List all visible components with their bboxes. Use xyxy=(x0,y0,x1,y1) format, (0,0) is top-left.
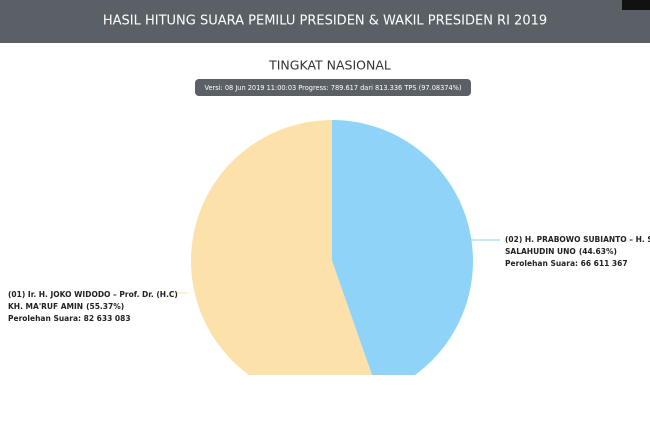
slice-label-line: (01) Ir. H. JOKO WIDODO – Prof. Dr. (H.C… xyxy=(8,290,178,299)
chart-title: HASIL HITUNG SUARA PEMILU PRESIDEN & WAK… xyxy=(103,14,547,29)
slice-percent: (55.37%) xyxy=(86,302,124,311)
labels: (02) H. PRABOWO SUBIANTO – H. SAND SALAHU… xyxy=(8,235,650,323)
slice-name: SALAHUDIN UNO xyxy=(505,247,576,256)
pie xyxy=(191,120,473,375)
slice xyxy=(332,120,473,375)
slice xyxy=(191,120,372,375)
slice-percent: (44.63%) xyxy=(579,247,617,256)
version-text: Versi: 08 Jun 2019 11:00:03 Progress: 78… xyxy=(204,84,461,92)
corner xyxy=(622,0,650,10)
vote-count: Perolehan Suara: 66 611 367 xyxy=(505,259,628,268)
slice-name: KH. MA'RUF AMIN xyxy=(8,302,83,311)
header-bar xyxy=(0,0,650,43)
slice-label-line: SALAHUDIN UNO (44.63%) xyxy=(505,247,617,256)
slice-label-line: (02) H. PRABOWO SUBIANTO – H. SAND xyxy=(505,235,650,244)
vote-count: Perolehan Suara: 82 633 083 xyxy=(8,314,131,323)
version-badge xyxy=(195,79,471,96)
slice-label-line: KH. MA'RUF AMIN (55.37%) xyxy=(8,302,124,311)
chart-subtitle: TINGKAT NASIONAL xyxy=(268,58,391,73)
